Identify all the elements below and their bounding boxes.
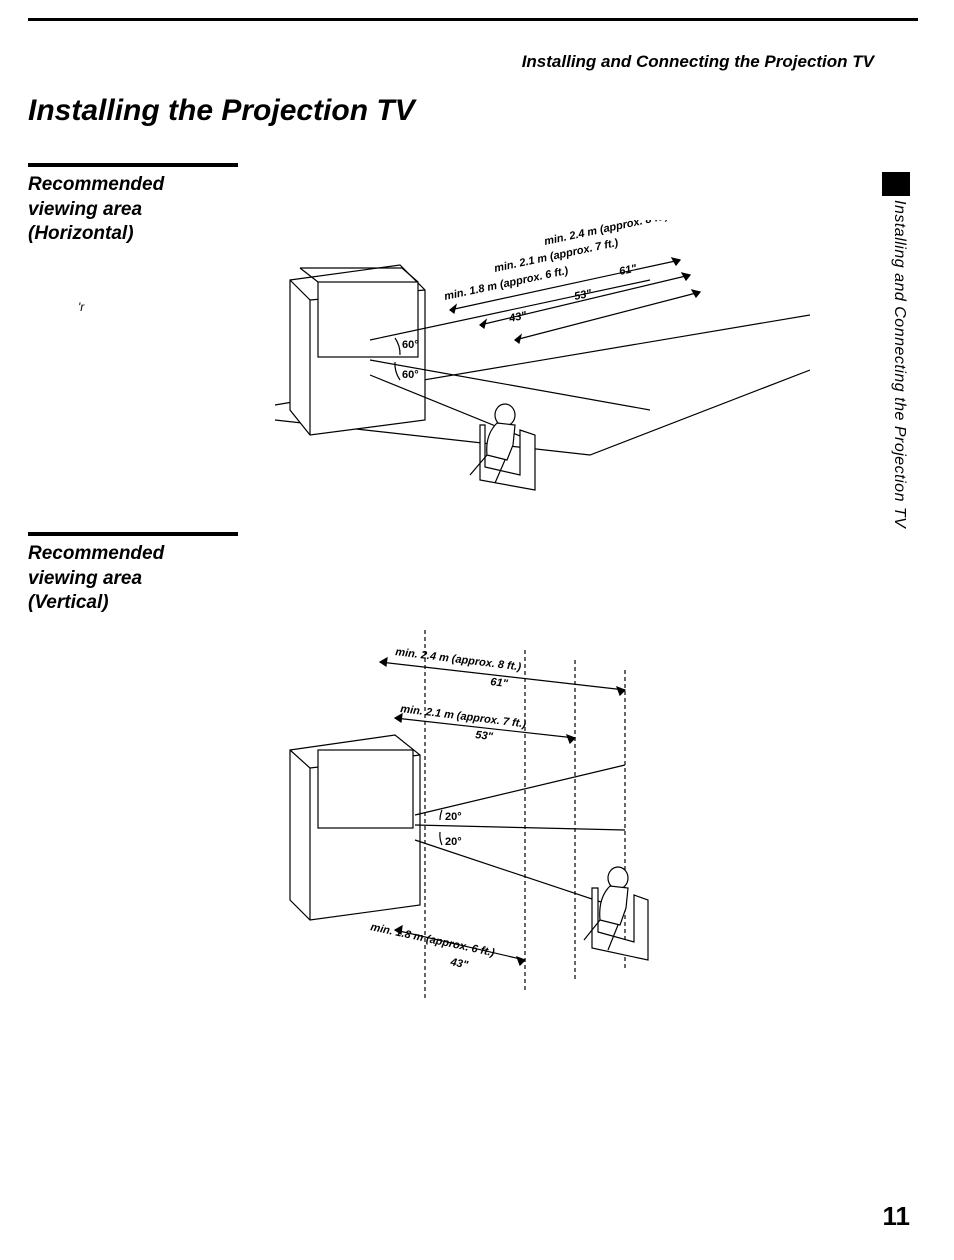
distance-inches: 53" bbox=[475, 729, 495, 743]
angle-label: 60° bbox=[402, 369, 419, 381]
section-heading-vertical: Recommended viewing area (Vertical) bbox=[28, 542, 238, 616]
diagram-horizontal: 60° 60° min. 2.4 m (approx. 8 ft.) 61" m… bbox=[270, 220, 810, 520]
angle-label: 20° bbox=[445, 836, 462, 848]
section-rule bbox=[28, 163, 238, 167]
stray-mark: 'r bbox=[78, 300, 84, 314]
distance-inches: 43" bbox=[507, 309, 528, 325]
angle-label: 20° bbox=[445, 811, 462, 823]
heading-line: viewing area bbox=[28, 199, 142, 220]
section-vertical: Recommended viewing area (Vertical) bbox=[28, 532, 238, 616]
heading-line: Recommended bbox=[28, 174, 164, 195]
heading-line: (Vertical) bbox=[28, 592, 109, 613]
distance-label: min. 2.1 m (approx. 7 ft.) bbox=[400, 703, 527, 730]
distance-inches: 61" bbox=[490, 676, 510, 690]
distance-inches: 53" bbox=[573, 287, 593, 303]
section-horizontal: Recommended viewing area (Horizontal) bbox=[28, 163, 238, 247]
top-rule bbox=[28, 18, 918, 21]
heading-line: (Horizontal) bbox=[28, 223, 134, 244]
section-rule bbox=[28, 532, 238, 536]
heading-line: Recommended bbox=[28, 543, 164, 564]
distance-inches: 61" bbox=[618, 262, 638, 278]
chapter-header: Installing and Connecting the Projection… bbox=[522, 52, 874, 72]
section-heading-horizontal: Recommended viewing area (Horizontal) bbox=[28, 173, 238, 247]
distance-inches: 43" bbox=[448, 956, 469, 972]
distance-label: min. 2.4 m (approx. 8 ft.) bbox=[395, 646, 522, 673]
diagram-vertical: 20° 20° min. 2.4 m (approx. 8 ft.) 61" m… bbox=[280, 620, 760, 1020]
heading-line: viewing area bbox=[28, 568, 142, 589]
page-number: 11 bbox=[883, 1201, 911, 1232]
side-chapter-label: Installing and Connecting the Projection… bbox=[890, 200, 908, 528]
distance-label: min. 1.8 m (approx. 6 ft.) bbox=[369, 921, 496, 959]
angle-label: 60° bbox=[402, 339, 419, 351]
page-title: Installing the Projection TV bbox=[28, 94, 415, 128]
side-tab bbox=[882, 172, 910, 196]
